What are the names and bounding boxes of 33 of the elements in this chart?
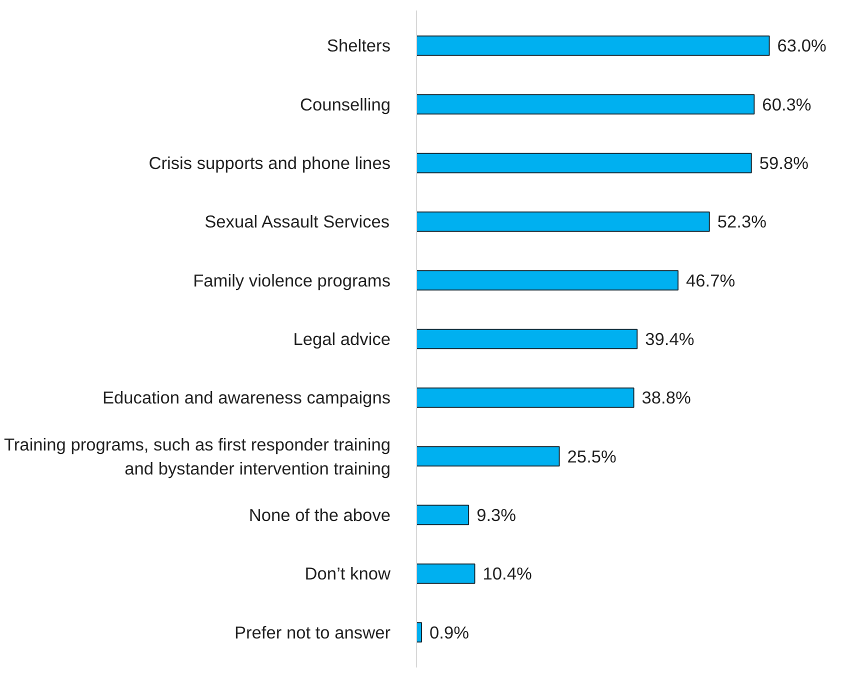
bar	[416, 328, 638, 350]
data-label: 10.4%	[482, 564, 532, 584]
bar	[416, 387, 634, 408]
y-tick-label: Don’t know	[304, 564, 391, 584]
y-tick-label: Crisis supports and phone lines	[148, 153, 391, 174]
y-tick-label: None of the above	[248, 504, 391, 525]
data-label: 52.3%	[717, 212, 767, 232]
data-label: 9.3%	[476, 504, 516, 525]
y-tick-label: Shelters	[326, 36, 391, 56]
data-label: 25.5%	[567, 446, 616, 466]
data-label: 38.8%	[642, 388, 691, 408]
y-tick-label: Education and awareness campaigns	[102, 388, 391, 408]
bar	[416, 446, 560, 466]
y-tick-label: Prefer not to answer	[234, 622, 391, 642]
bar	[416, 622, 422, 642]
bar	[416, 504, 470, 526]
data-label: 63.0%	[777, 36, 826, 56]
y-tick-label: Legal advice	[293, 329, 391, 349]
bar	[416, 152, 752, 174]
y-tick-label: Sexual Assault Services	[204, 212, 390, 232]
data-label: 0.9%	[430, 622, 470, 642]
data-label: 59.8%	[759, 153, 809, 174]
bar	[416, 212, 710, 232]
data-label: 60.3%	[762, 94, 812, 114]
bar	[416, 94, 755, 115]
data-label: 46.7%	[686, 270, 736, 290]
bar	[416, 270, 679, 291]
y-tick-label: Training programs, such as first responder training and bystander intervention training	[4, 434, 391, 478]
data-label: 39.4%	[645, 329, 694, 349]
y-tick-label: Family violence programs	[193, 270, 391, 290]
y-tick-label: Counselling	[300, 94, 391, 114]
bar	[416, 36, 770, 56]
bar	[416, 563, 476, 584]
